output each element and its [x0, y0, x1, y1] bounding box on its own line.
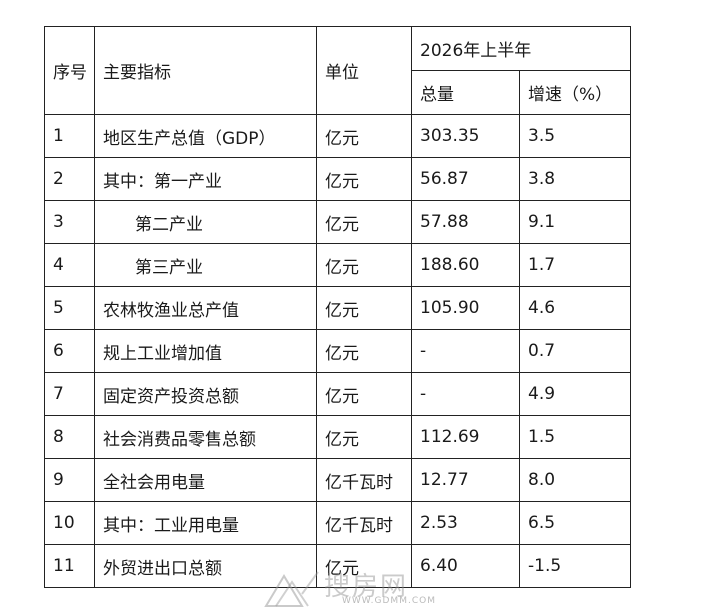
row-unit: 亿元 [316, 372, 412, 416]
row-unit: 亿元 [316, 415, 412, 459]
row-total: 303.35 [411, 114, 520, 158]
table-row: 11 外贸进出口总额 亿元 6.40 -1.5 [44, 544, 632, 588]
row-total: 12.77 [411, 458, 520, 502]
row-total: - [411, 372, 520, 416]
row-indicator: 全社会用电量 [94, 458, 317, 502]
row-total: 188.60 [411, 243, 520, 287]
table-row: 7 固定资产投资总额 亿元 - 4.9 [44, 372, 632, 416]
row-indicator: 规上工业增加值 [94, 329, 317, 373]
header-unit: 单位 [316, 26, 412, 115]
row-indicator: 其中：第一产业 [94, 157, 317, 201]
header-row: 序号 主要指标 单位 2026年上半年 [44, 26, 632, 115]
row-growth: 3.5 [518, 114, 632, 158]
row-index: 5 [44, 286, 95, 330]
table-row: 6 规上工业增加值 亿元 - 0.7 [44, 329, 632, 373]
row-unit: 亿元 [316, 544, 412, 588]
row-total: 2.53 [411, 501, 520, 545]
row-growth: -1.5 [518, 544, 632, 588]
row-index: 2 [44, 157, 95, 201]
table-row: 2 其中：第一产业 亿元 56.87 3.8 [44, 157, 632, 201]
row-index: 3 [44, 200, 95, 244]
row-growth: 6.5 [518, 501, 632, 545]
row-unit: 亿千瓦时 [316, 458, 412, 502]
row-indicator: 外贸进出口总额 [94, 544, 317, 588]
row-index: 1 [44, 114, 95, 158]
row-index: 11 [44, 544, 95, 588]
row-total: - [411, 329, 520, 373]
row-indicator: 地区生产总值（GDP） [94, 114, 317, 158]
row-index: 6 [44, 329, 95, 373]
row-unit: 亿元 [316, 243, 412, 287]
watermark-url: WWW.GDMM.COM [342, 596, 436, 606]
row-indicator: 农林牧渔业总产值 [94, 286, 317, 330]
table-row: 10 其中：工业用电量 亿千瓦时 2.53 6.5 [44, 501, 632, 545]
table-row: 9 全社会用电量 亿千瓦时 12.77 8.0 [44, 458, 632, 502]
row-indicator: 其中：工业用电量 [94, 501, 317, 545]
row-total: 57.88 [411, 200, 520, 244]
row-total: 112.69 [411, 415, 520, 459]
header-period: 2026年上半年 [410, 26, 632, 71]
row-growth: 1.5 [518, 415, 632, 459]
row-growth: 0.7 [518, 329, 632, 373]
statistics-table: 序号 主要指标 单位 2026年上半年 总量 增速（%） 1 地区生产总值（GD… [44, 26, 632, 588]
row-unit: 亿元 [316, 157, 412, 201]
row-index: 7 [44, 372, 95, 416]
row-unit: 亿元 [316, 286, 412, 330]
row-indicator: 社会消费品零售总额 [94, 415, 317, 459]
row-total: 6.40 [411, 544, 520, 588]
table-row: 8 社会消费品零售总额 亿元 112.69 1.5 [44, 415, 632, 459]
row-unit: 亿元 [316, 114, 412, 158]
table-row: 1 地区生产总值（GDP） 亿元 303.35 3.5 [44, 114, 632, 158]
row-growth: 4.9 [518, 372, 632, 416]
row-unit: 亿千瓦时 [316, 501, 412, 545]
header-total: 总量 [411, 70, 520, 115]
row-index: 9 [44, 458, 95, 502]
table-row: 4 第三产业 亿元 188.60 1.7 [44, 243, 632, 287]
row-growth: 4.6 [518, 286, 632, 330]
header-growth: 增速（%） [518, 70, 632, 115]
row-growth: 3.8 [518, 157, 632, 201]
row-unit: 亿元 [316, 200, 412, 244]
row-growth: 9.1 [518, 200, 632, 244]
header-subrow: 总量 增速（%） [45, 70, 632, 115]
table-row: 3 第二产业 亿元 57.88 9.1 [44, 200, 632, 244]
row-index: 4 [44, 243, 95, 287]
row-indicator: 固定资产投资总额 [94, 372, 317, 416]
header-index: 序号 [44, 26, 95, 115]
row-indicator: 第三产业 [94, 243, 317, 287]
header-indicator: 主要指标 [94, 26, 317, 115]
table-row: 5 农林牧渔业总产值 亿元 105.90 4.6 [44, 286, 632, 330]
row-total: 105.90 [411, 286, 520, 330]
row-total: 56.87 [411, 157, 520, 201]
row-growth: 1.7 [518, 243, 632, 287]
row-indicator: 第二产业 [94, 200, 317, 244]
row-unit: 亿元 [316, 329, 412, 373]
row-growth: 8.0 [518, 458, 632, 502]
row-index: 8 [44, 415, 95, 459]
row-index: 10 [44, 501, 95, 545]
